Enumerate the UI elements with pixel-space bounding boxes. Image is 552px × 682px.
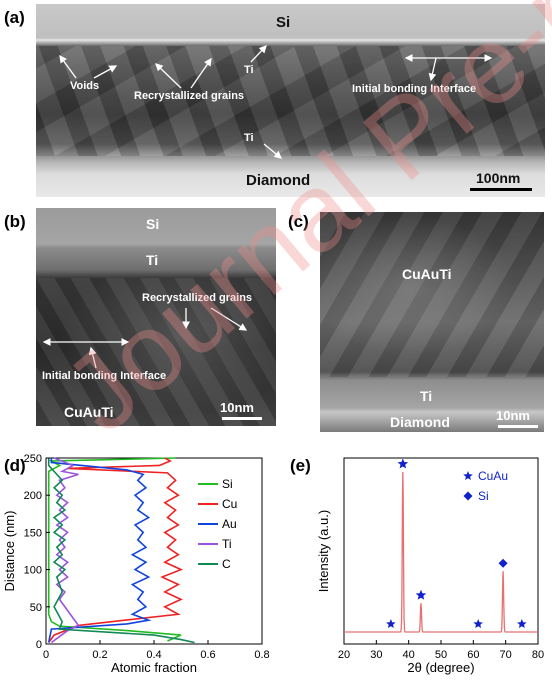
cuau-peak-marker bbox=[397, 458, 409, 469]
x-tick-label: 0.8 bbox=[254, 649, 269, 661]
x-axis-label: 2θ (degree) bbox=[407, 660, 474, 675]
panel-a-scale-label: 100nm bbox=[476, 170, 521, 186]
series-line-si bbox=[47, 457, 182, 642]
y-tick-label: 50 bbox=[30, 602, 42, 614]
x-tick-label: 60 bbox=[467, 649, 479, 661]
panel-a-interface-label: Initial bonding Interface bbox=[352, 83, 477, 95]
legend-label-cuau: CuAu bbox=[478, 469, 508, 483]
series-line-cu bbox=[48, 457, 184, 643]
legend-label-si: Si bbox=[478, 489, 489, 503]
panel-d-label: (d) bbox=[4, 456, 26, 475]
panel-a-ti-bottom-label: Ti bbox=[244, 132, 254, 144]
x-tick-label: 40 bbox=[403, 649, 415, 661]
y-axis-label: Distance (nm) bbox=[2, 511, 17, 592]
y-axis-label: Intensity (a.u.) bbox=[316, 510, 331, 592]
panel-c-diamond-label: Diamond bbox=[390, 414, 450, 430]
panel-a-diamond-label: Diamond bbox=[246, 172, 311, 189]
x-tick-label: 50 bbox=[435, 649, 447, 661]
panel-e-chart: 20 30 40 50 60 70 80 2θ (degree) Intensity (a.u.… bbox=[316, 457, 544, 675]
y-tick-label: 0 bbox=[36, 639, 42, 651]
panel-b-cuauti-label: CuAuTi bbox=[64, 404, 114, 420]
legend-diamond-icon bbox=[463, 491, 473, 501]
si-peak-marker bbox=[498, 558, 508, 568]
cuau-peak-marker bbox=[415, 589, 427, 600]
series-line-c bbox=[47, 458, 195, 644]
panel-a-voids-label: Voids bbox=[70, 80, 100, 92]
xrd-pattern-line bbox=[344, 471, 538, 633]
panel-b-scale-bar bbox=[222, 417, 262, 420]
legend-label-au: Au bbox=[222, 517, 237, 531]
x-tick-label: 0 bbox=[43, 649, 49, 661]
panel-c-label: (c) bbox=[288, 212, 309, 231]
panel-c-scale-label: 10nm bbox=[496, 408, 530, 423]
x-tick-label: 70 bbox=[500, 649, 512, 661]
panel-b-arrows bbox=[42, 307, 248, 369]
panel-b-tem-image: Si Ti Recrystallized grains Initial bond… bbox=[36, 208, 276, 426]
panel-c-scale-bar bbox=[498, 425, 538, 428]
grain-texture bbox=[36, 46, 545, 156]
grain-texture bbox=[320, 212, 544, 377]
panel-a-recrystallized-label: Recrystallized grains bbox=[134, 90, 245, 102]
legend-label-c: C bbox=[222, 557, 231, 571]
y-tick-label: 200 bbox=[24, 490, 42, 502]
legend-label-ti: Ti bbox=[222, 537, 232, 551]
legend-label-cu: Cu bbox=[222, 497, 237, 511]
cuau-peak-marker bbox=[517, 619, 527, 628]
panel-b-label: (b) bbox=[4, 212, 26, 231]
y-tick-label: 150 bbox=[24, 527, 42, 539]
x-tick-label: 0.6 bbox=[200, 649, 215, 661]
panel-a-si-label: Si bbox=[276, 14, 291, 31]
panel-d-chart: 0 0.2 0.4 0.6 0.8 0 50 100 150 200 250 Atomic fract… bbox=[2, 453, 270, 675]
grain-texture bbox=[36, 278, 276, 426]
panel-a-ti-top-label: Ti bbox=[244, 64, 254, 76]
y-tick-label: 100 bbox=[24, 565, 42, 577]
panel-b-scale-label: 10nm bbox=[220, 400, 254, 415]
x-tick-label: 20 bbox=[338, 649, 350, 661]
x-tick-label: 0.4 bbox=[146, 649, 161, 661]
x-tick-label: 0.2 bbox=[92, 649, 107, 661]
cuau-peak-marker bbox=[386, 619, 396, 628]
panel-a-arrows bbox=[59, 45, 493, 159]
x-tick-label: 30 bbox=[370, 649, 382, 661]
panel-b-si-label: Si bbox=[146, 216, 160, 232]
x-axis-label: Atomic fraction bbox=[111, 660, 197, 675]
panel-e-label: (e) bbox=[290, 456, 311, 475]
panel-c-ti-label: Ti bbox=[420, 388, 433, 404]
legend-label-si: Si bbox=[222, 477, 233, 491]
panel-a-tem-image: Si Voids Recrystallized grains Ti Ti Ini… bbox=[36, 4, 545, 197]
panel-a-label: (a) bbox=[4, 8, 25, 27]
panel-a-scale-bar bbox=[470, 188, 532, 191]
legend-star-icon bbox=[463, 471, 473, 480]
panel-b-ti-label: Ti bbox=[146, 252, 159, 268]
y-tick-label: 250 bbox=[24, 453, 42, 465]
panel-c-cuauti-label: CuAuTi bbox=[402, 266, 452, 282]
plot-frame bbox=[343, 457, 539, 645]
panel-b-recrystallized-label: Recrystallized grains bbox=[142, 292, 253, 304]
panel-c-tem-image: CuAuTi Ti Diamond 10nm bbox=[320, 212, 544, 432]
panel-b-interface-label: Initial bonding Interface bbox=[42, 370, 167, 382]
cuau-peak-marker bbox=[473, 619, 483, 628]
x-tick-label: 80 bbox=[532, 649, 544, 661]
series-line-au bbox=[47, 458, 152, 643]
